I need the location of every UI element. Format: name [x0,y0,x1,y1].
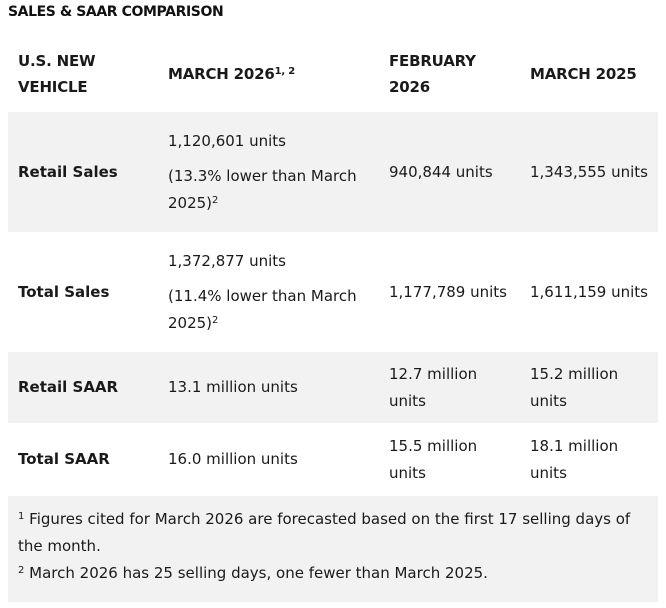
cell-march-2026: 13.1 million units [168,378,298,396]
table-row-total-sales: Total Sales 1,372,877 units (11.4% lower… [8,232,658,352]
cell-value: 1,372,877 units [168,251,286,270]
table-row-retail-sales: Retail Sales 1,120,601 units (13.3% lowe… [8,112,658,232]
cell-note: (11.4% lower than March 2025)2 [168,283,369,337]
cell-february-2026: 15.5 million units [389,436,478,482]
row-label: Retail SAAR [18,378,119,396]
cell-march-2026: 1,372,877 units (11.4% lower than March … [158,232,379,352]
header-march-2026-sup: 1, 2 [274,65,296,77]
cell-note-sup: 2 [212,194,219,206]
row-label: Retail Sales [18,162,118,181]
footnote-1-text: Figures cited for March 2026 are forecas… [18,510,631,555]
row-label: Total Sales [18,282,110,301]
cell-note: (13.3% lower than March 2025)2 [168,163,369,217]
table-row-total-saar: Total SAAR 16.0 million units 15.5 milli… [8,423,658,496]
cell-note-text: (13.3% lower than March 2025) [168,166,357,212]
cell-march-2026: 1,120,601 units (13.3% lower than March … [158,112,379,232]
cell-february-2026: 12.7 million units [389,364,478,410]
cell-february-2026: 1,177,789 units [389,282,507,301]
cell-march-2025: 1,343,555 units [530,162,648,181]
footnotes: 1 Figures cited for March 2026 are forec… [18,506,638,587]
footnote-2-marker: 2 [18,565,25,576]
footnote-1-marker: 1 [18,511,25,522]
header-vehicle: U.S. NEW VEHICLE [18,51,96,96]
table-row-retail-saar: Retail SAAR 13.1 million units 12.7 mill… [8,352,658,423]
header-february-2026: FEBRUARY 2026 [389,51,476,96]
cell-note-text: (11.4% lower than March 2025) [168,286,357,332]
header-march-2026: MARCH 20261, 2 [158,35,379,112]
footnote-2: 2 March 2026 has 25 selling days, one fe… [18,560,638,587]
cell-value: 1,120,601 units [168,131,286,150]
cell-march-2026: 16.0 million units [168,450,298,468]
header-march-2026-label: MARCH 2026 [168,64,275,83]
footnote-2-text: March 2026 has 25 selling days, one fewe… [29,564,488,582]
cell-march-2025: 18.1 million units [530,436,619,482]
footnote-1: 1 Figures cited for March 2026 are forec… [18,506,638,560]
cell-february-2026: 940,844 units [389,162,493,181]
row-label: Total SAAR [18,450,110,468]
cell-march-2025: 15.2 million units [530,364,619,410]
header-march-2025: MARCH 2025 [530,64,637,83]
page-title: SALES & SAAR COMPARISON [8,4,224,20]
cell-march-2025: 1,611,159 units [530,282,648,301]
cell-note-sup: 2 [212,314,219,326]
header-row: U.S. NEW VEHICLE MARCH 20261, 2 FEBRUARY… [8,35,658,112]
comparison-table: U.S. NEW VEHICLE MARCH 20261, 2 FEBRUARY… [8,35,658,496]
table-panel [8,35,658,602]
